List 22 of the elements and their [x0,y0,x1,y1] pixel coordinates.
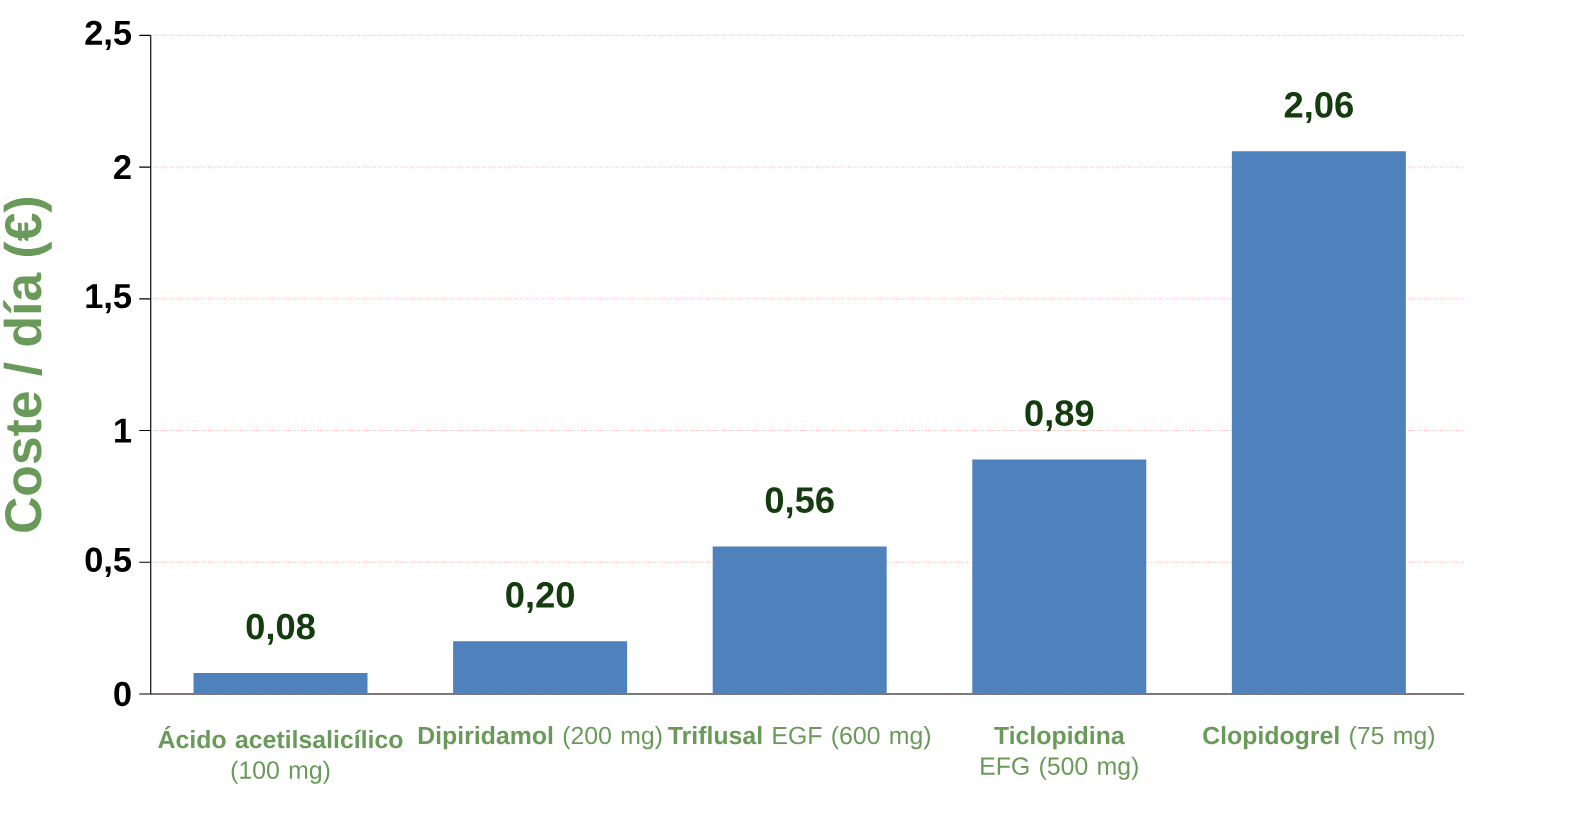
x-tick-label: Clopidogrel (75 mg) [1203,725,1434,750]
y-tick-label: 1,5 [86,284,132,314]
bar [712,546,887,694]
y-tick-label: 2,5 [85,20,132,50]
bar [453,641,628,694]
x-tick-label: Ácido acetilsalicílico (100 mg) [158,725,403,784]
data-label: 0,56 [765,487,834,519]
bar [972,459,1147,694]
data-label: 0,20 [506,581,574,613]
y-tick-label: 0,5 [85,547,132,577]
text: 2 [114,154,131,179]
text: 1 [115,418,132,443]
data-label: 2,06 [1284,91,1353,123]
text: 0 [114,681,131,707]
x-tick-label: Ticlopidina EFG (500 mg) [981,725,1138,780]
x-tick-label: Triflusal EGF (600 mg) [668,725,931,750]
bar [193,672,368,694]
y-axis-title: Coste / día (€) [3,197,52,532]
data-label: 0,08 [246,613,315,645]
x-tick-label: Dipiridamol (200 mg) [418,725,662,750]
data-label: 0,89 [1025,400,1094,432]
bar [1231,151,1406,694]
